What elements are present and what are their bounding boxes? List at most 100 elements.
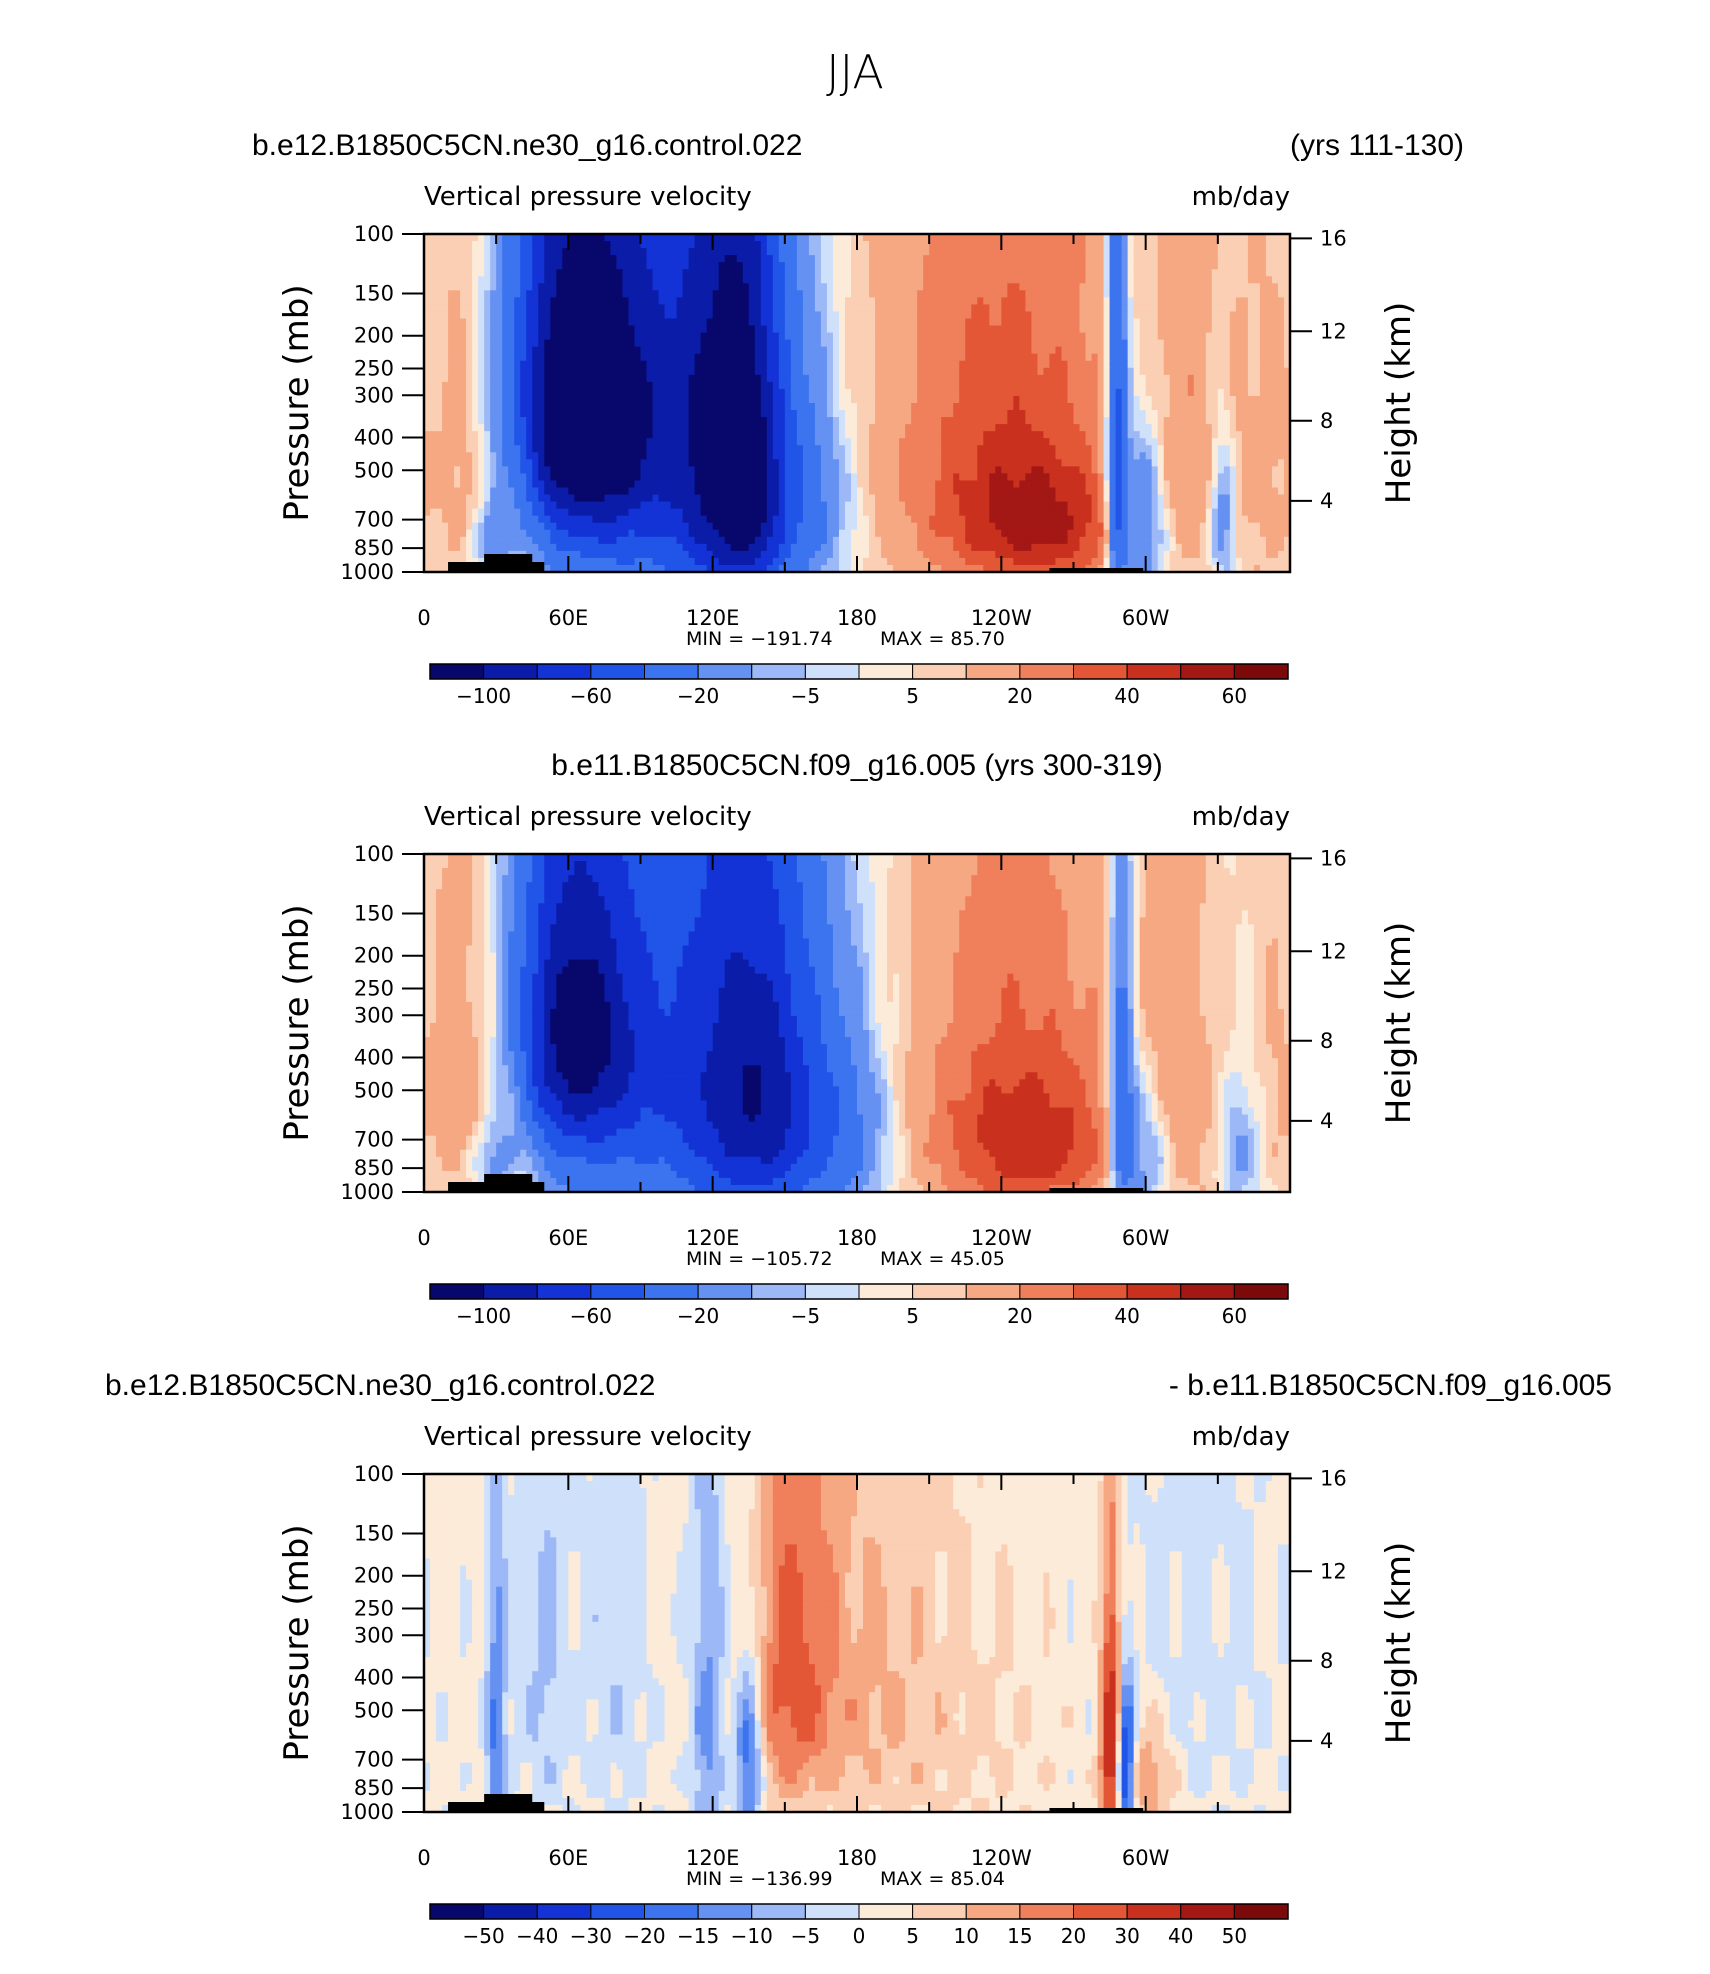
field-cell bbox=[508, 395, 515, 404]
field-cell bbox=[1013, 431, 1020, 439]
field-cell bbox=[887, 367, 894, 376]
field-cell bbox=[1229, 388, 1237, 397]
field-cell bbox=[634, 403, 642, 411]
field-cell bbox=[1283, 255, 1291, 263]
field-cell bbox=[917, 417, 924, 425]
field-cell bbox=[850, 311, 858, 320]
field-cell bbox=[1139, 360, 1147, 369]
field-cell bbox=[1061, 283, 1069, 291]
field-cell bbox=[1121, 388, 1129, 397]
field-cell bbox=[977, 466, 984, 475]
field-cell bbox=[887, 234, 894, 242]
field-cell bbox=[869, 262, 876, 270]
field-cell bbox=[869, 297, 876, 306]
field-cell bbox=[1193, 332, 1201, 341]
field-cell bbox=[454, 318, 461, 327]
field-cell bbox=[1055, 339, 1063, 348]
field-cell bbox=[1211, 367, 1219, 376]
field-cell bbox=[1079, 424, 1087, 432]
field-cell bbox=[736, 367, 744, 376]
field-cell bbox=[1187, 318, 1195, 327]
field-cell bbox=[526, 417, 533, 425]
field-cell bbox=[850, 424, 858, 432]
field-cell bbox=[520, 269, 527, 277]
field-cell bbox=[1085, 311, 1093, 320]
field-cell bbox=[917, 262, 924, 270]
field-cell bbox=[935, 339, 942, 348]
field-cell bbox=[863, 290, 870, 298]
field-cell bbox=[436, 290, 443, 298]
field-cell bbox=[1175, 248, 1183, 256]
field-cell bbox=[1115, 276, 1123, 284]
field-cell bbox=[1283, 381, 1291, 390]
field-cell bbox=[796, 325, 804, 334]
field-cell bbox=[1271, 395, 1279, 404]
field-cell bbox=[959, 374, 966, 383]
field-cell bbox=[436, 417, 443, 425]
field-cell bbox=[574, 466, 581, 475]
field-cell bbox=[1097, 269, 1105, 277]
field-cell bbox=[478, 452, 485, 460]
field-cell bbox=[826, 353, 834, 362]
field-cell bbox=[1079, 311, 1087, 320]
field-cell bbox=[1037, 417, 1045, 425]
field-cell bbox=[706, 332, 714, 341]
field-cell bbox=[502, 473, 509, 482]
field-cell bbox=[1139, 431, 1147, 439]
field-cell bbox=[466, 290, 473, 298]
field-cell bbox=[748, 367, 756, 376]
field-cell bbox=[893, 353, 900, 362]
field-cell bbox=[736, 438, 744, 446]
field-cell bbox=[1241, 431, 1249, 439]
field-cell bbox=[1223, 381, 1231, 390]
field-cell bbox=[1019, 325, 1026, 334]
field-cell bbox=[544, 360, 551, 369]
field-cell bbox=[977, 346, 984, 355]
field-cell bbox=[754, 346, 762, 355]
field-cell bbox=[1115, 445, 1123, 453]
field-cell bbox=[917, 473, 924, 482]
field-cell bbox=[574, 445, 581, 453]
field-cell bbox=[718, 353, 726, 362]
field-cell bbox=[1007, 395, 1014, 404]
field-cell bbox=[682, 332, 690, 341]
field-cell bbox=[1049, 388, 1057, 397]
field-cell bbox=[472, 388, 479, 397]
field-cell bbox=[971, 234, 978, 242]
field-cell bbox=[995, 424, 1002, 432]
field-cell bbox=[1187, 452, 1195, 460]
field-cell bbox=[592, 304, 599, 313]
field-cell bbox=[784, 311, 792, 320]
field-cell bbox=[1025, 332, 1032, 341]
field-cell bbox=[1283, 262, 1291, 270]
field-cell bbox=[634, 248, 642, 256]
field-cell bbox=[1223, 318, 1231, 327]
field-cell bbox=[754, 318, 762, 327]
field-cell bbox=[1127, 248, 1135, 256]
field-cell bbox=[490, 445, 497, 453]
field-cell bbox=[1109, 255, 1117, 263]
field-cell bbox=[802, 234, 810, 242]
field-cell bbox=[917, 424, 924, 432]
field-cell bbox=[1073, 318, 1081, 327]
field-cell bbox=[844, 318, 852, 327]
field-cell bbox=[490, 388, 497, 397]
field-cell bbox=[971, 381, 978, 390]
field-cell bbox=[875, 262, 882, 270]
field-cell bbox=[1271, 283, 1279, 291]
field-cell bbox=[556, 445, 563, 453]
field-cell bbox=[1241, 269, 1249, 277]
field-cell bbox=[965, 269, 972, 277]
field-cell bbox=[857, 311, 864, 320]
field-cell bbox=[1037, 325, 1045, 334]
field-cell bbox=[1085, 346, 1093, 355]
field-cell bbox=[454, 452, 461, 460]
field-cell bbox=[1133, 438, 1141, 446]
field-cell bbox=[1007, 410, 1014, 418]
field-cell bbox=[652, 332, 660, 341]
field-cell bbox=[826, 234, 834, 242]
field-cell bbox=[712, 262, 720, 270]
field-cell bbox=[935, 325, 942, 334]
field-cell bbox=[1211, 431, 1219, 439]
field-cell bbox=[1193, 424, 1201, 432]
